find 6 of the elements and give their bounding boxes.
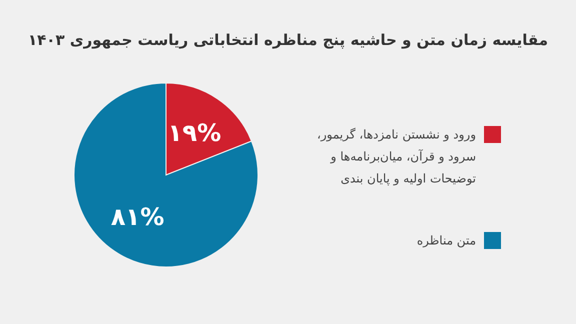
legend-label: متن مناظره [416, 234, 476, 248]
data-label: ۸۱% [110, 202, 164, 231]
data-label: ۱۹% [168, 119, 222, 148]
legend-label: ورود و نشستن نامزدها، گریمور، سرود و قرآن، میان‌برنامه‌ها و توضیحات اولیه و پایان بندی [316, 128, 476, 186]
chart-title: مقایسه زمان متن و حاشیه پنج مناظره انتخاباتی ریاست جمهوری ۱۴۰۳ [28, 31, 548, 49]
pie-slice [74, 82, 258, 268]
